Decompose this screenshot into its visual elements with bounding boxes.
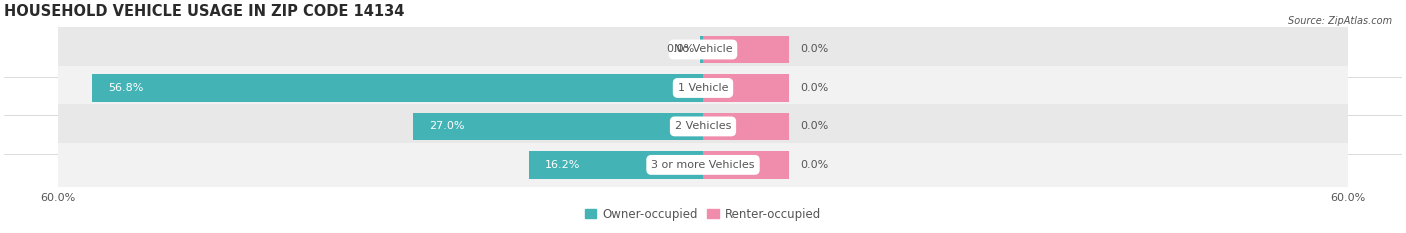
Text: 2 Vehicles: 2 Vehicles <box>675 121 731 131</box>
Text: 3 or more Vehicles: 3 or more Vehicles <box>651 160 755 170</box>
Bar <box>703 27 1348 72</box>
Bar <box>703 74 789 102</box>
Text: 0.0%: 0.0% <box>666 45 695 55</box>
Bar <box>413 113 703 140</box>
Bar <box>700 36 703 63</box>
Text: No Vehicle: No Vehicle <box>673 45 733 55</box>
Bar <box>58 66 703 110</box>
Bar <box>58 27 703 72</box>
Bar <box>703 104 1348 149</box>
Text: 56.8%: 56.8% <box>108 83 143 93</box>
Text: 0.0%: 0.0% <box>800 83 828 93</box>
Bar <box>529 151 703 179</box>
Text: HOUSEHOLD VEHICLE USAGE IN ZIP CODE 14134: HOUSEHOLD VEHICLE USAGE IN ZIP CODE 1413… <box>4 4 405 19</box>
Text: 0.0%: 0.0% <box>800 121 828 131</box>
Text: 27.0%: 27.0% <box>429 121 464 131</box>
Bar <box>703 151 789 179</box>
Text: 0.0%: 0.0% <box>800 160 828 170</box>
Bar <box>93 74 703 102</box>
Legend: Owner-occupied, Renter-occupied: Owner-occupied, Renter-occupied <box>579 203 827 225</box>
Bar <box>703 113 789 140</box>
Bar <box>58 143 703 187</box>
Text: 0.0%: 0.0% <box>800 45 828 55</box>
Bar <box>703 143 1348 187</box>
Text: 1 Vehicle: 1 Vehicle <box>678 83 728 93</box>
Bar <box>58 104 703 149</box>
Text: 16.2%: 16.2% <box>546 160 581 170</box>
Text: Source: ZipAtlas.com: Source: ZipAtlas.com <box>1288 16 1392 26</box>
Bar <box>703 36 789 63</box>
Bar <box>703 66 1348 110</box>
